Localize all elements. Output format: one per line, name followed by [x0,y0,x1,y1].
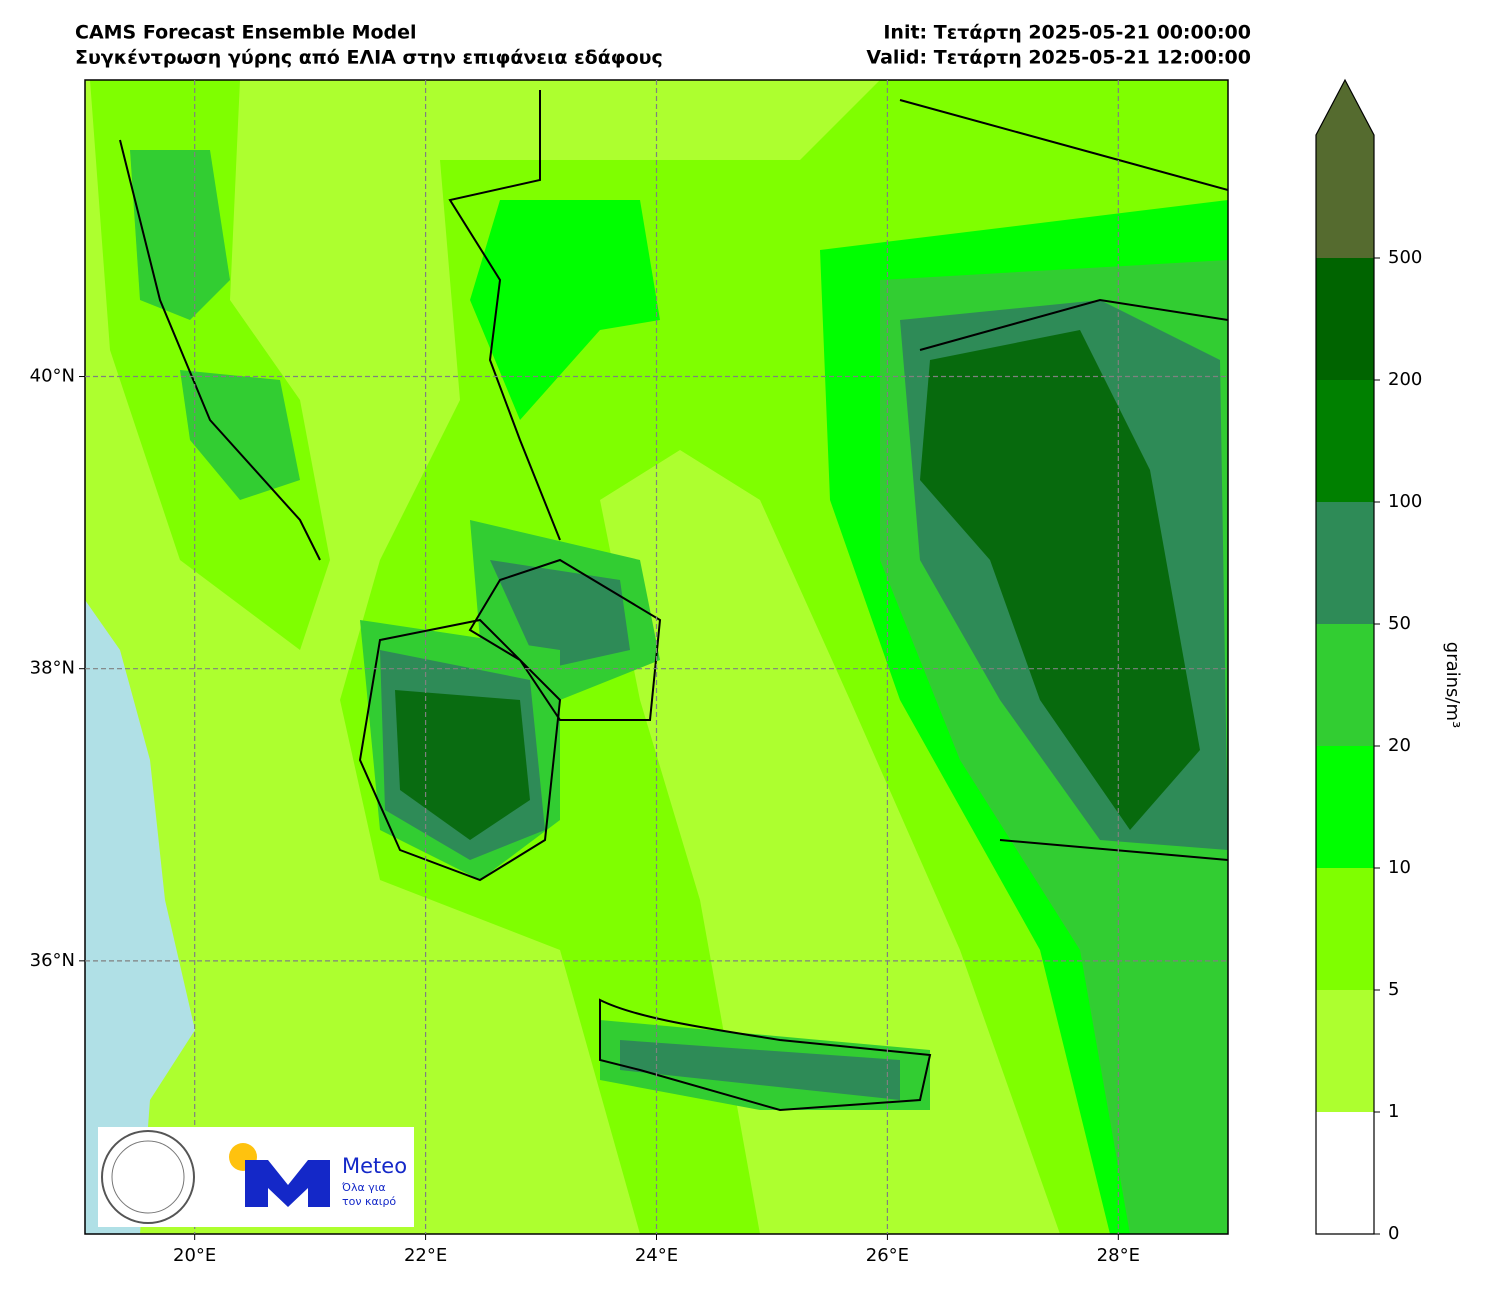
x-tick-label: 22°E [404,1245,447,1266]
x-tick-label: 24°E [635,1245,678,1266]
colorbar-tick-label: 100 [1388,491,1422,512]
colorbar-label: grains/m³ [1442,642,1463,728]
colorbar-tick-label: 5 [1388,979,1399,1000]
colorbar-band [1316,1112,1374,1234]
colorbar-tick-label: 50 [1388,613,1411,634]
colorbar-band [1316,624,1374,746]
colorbar-frame [1315,78,1375,1235]
y-tick-label: 38°N [30,658,75,679]
colorbar-band [1316,380,1374,502]
colorbar-tick-label: 0 [1388,1223,1399,1244]
x-tick-label: 26°E [866,1245,909,1266]
colorbar-tick-label: 200 [1388,369,1422,390]
y-tick-label: 40°N [30,366,75,387]
colorbar-tick-label: 500 [1388,247,1422,268]
colorbar-band [1316,868,1374,990]
colorbar-tick-label: 1 [1388,1101,1399,1122]
colorbar-tick-label: 10 [1388,857,1411,878]
colorbar-band [1316,990,1374,1112]
title: CAMS Forecast Ensemble Model [75,22,417,44]
logo-brand: Meteo [342,1154,407,1178]
logo: Meteo Όλα για τον καιρό [98,1127,414,1227]
init-time: Init: Τετάρτη 2025-05-21 00:00:00 [883,22,1251,44]
y-tick-label: 36°N [30,950,75,971]
colorbar-band [1316,746,1374,868]
colorbar-band [1316,258,1374,380]
colorbar-extend [1316,80,1374,258]
x-tick-label: 20°E [173,1245,216,1266]
logo-slogan: Όλα για [341,1181,386,1194]
colorbar-band [1316,502,1374,624]
logo-slogan: τον καιρό [342,1195,396,1208]
x-tick-label: 28°E [1097,1245,1140,1266]
valid-time: Valid: Τετάρτη 2025-05-21 12:00:00 [866,47,1251,69]
subtitle: Συγκέντρωση γύρης από ΕΛΙΑ στην επιφάνει… [75,47,663,69]
colorbar-tick-label: 20 [1388,735,1411,756]
